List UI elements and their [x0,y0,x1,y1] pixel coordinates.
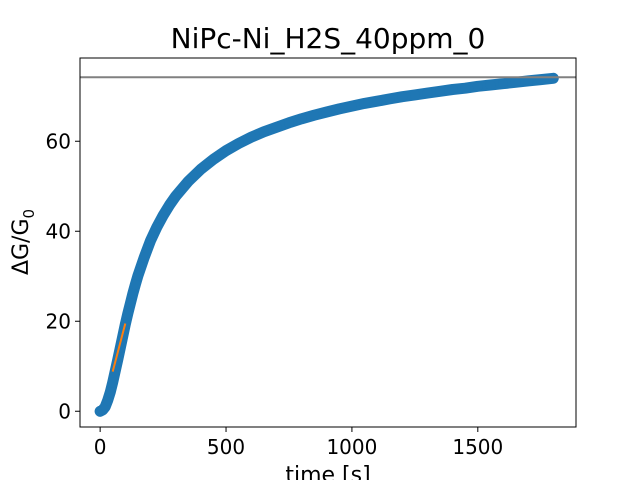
series-1-line [111,323,127,372]
series-0 [94,72,559,417]
plot-content [80,72,576,417]
y-axis-label: ΔG/G0 [9,209,38,275]
data-point [102,395,113,406]
data-point [472,81,483,92]
data-point [195,164,206,175]
data-point [183,176,194,187]
data-point [359,98,370,109]
data-point [139,252,150,263]
y-tick-label: 40 [46,219,71,243]
data-point [309,110,320,121]
data-point [447,84,458,95]
data-point [535,74,546,85]
data-point [485,80,496,90]
data-point [523,75,534,86]
x-tick-label: 1500 [452,435,503,459]
data-point [409,89,420,100]
y-axis: 0 20 40 60 [46,129,80,423]
data-point [346,101,357,112]
data-point [107,377,118,388]
data-point [321,107,332,117]
series-0-band [94,72,559,417]
data-point [296,113,307,124]
data-point [510,77,521,88]
data-point [221,145,231,156]
data-point [372,96,383,107]
chart-title: NiPc-Ni_H2S_40ppm_0 [171,22,486,55]
y-tick-label: 20 [46,309,71,333]
y-axis-label-subscript: 0 [20,209,38,219]
data-point [435,86,445,97]
data-point [127,288,138,299]
data-point [233,138,244,149]
data-point [208,154,219,165]
x-axis-label: time [s] [285,463,370,480]
series-1 [111,323,127,372]
data-point [498,78,508,89]
data-point [145,235,156,246]
y-tick-label: 0 [58,399,71,423]
data-point [170,191,181,202]
x-tick-label: 0 [94,435,107,459]
data-point [132,270,143,281]
data-point [105,387,116,398]
data-point [258,126,269,137]
data-point [460,83,471,94]
data-point [110,366,121,377]
x-tick-label: 1000 [326,435,377,459]
data-point [151,222,162,233]
data-point [164,200,175,211]
y-tick-label: 60 [46,129,71,153]
x-tick-label: 500 [207,435,245,459]
data-point [125,298,136,309]
data-point [130,279,141,290]
data-point [397,91,408,102]
data-point [158,210,169,221]
data-point [334,103,345,114]
data-point [422,88,433,99]
data-point [284,117,294,128]
plot-frame [79,57,577,428]
data-point [122,308,133,319]
data-point [384,93,395,104]
x-axis: 0 500 1000 1500 [94,427,503,459]
data-point [271,122,282,133]
data-point [246,132,257,143]
y-axis-label-main: ΔG/G [9,218,34,275]
